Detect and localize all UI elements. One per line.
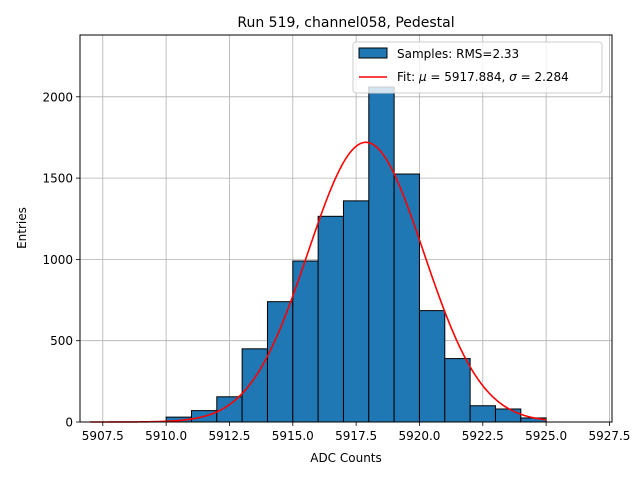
- legend-fit-prefix: Fit:: [397, 70, 419, 84]
- histogram-bar: [494, 408, 522, 423]
- histogram-bar: [368, 86, 395, 423]
- histogram-bar: [266, 301, 294, 423]
- x-tick-label: 5927.5: [588, 429, 630, 443]
- x-axis-label: ADC Counts: [310, 451, 382, 465]
- gaussian-fit-line: [90, 141, 547, 423]
- legend-fit-label: Fit: μ = 5917.884, σ = 2.284: [397, 70, 569, 84]
- y-axis-label: Entries: [15, 207, 29, 249]
- x-tick-label: 5910.0: [145, 429, 187, 443]
- x-tick-label: 5907.5: [82, 429, 124, 443]
- x-tick-label: 5912.5: [208, 429, 250, 443]
- chart-title: Run 519, channel058, Pedestal: [237, 15, 454, 31]
- histogram-bar: [444, 358, 471, 423]
- x-tick-label: 5915.0: [272, 429, 314, 443]
- x-tick-label: 5917.5: [335, 429, 377, 443]
- axes-frame: [79, 34, 613, 423]
- x-tick-label: 5925.0: [525, 429, 567, 443]
- fit-curve-group: [90, 141, 547, 423]
- histogram-bar: [469, 405, 496, 423]
- legend-samples-label: Samples: RMS=2.33: [397, 47, 519, 61]
- legend-fit-sigma-value: = 2.284: [517, 70, 569, 84]
- histogram-bar: [317, 215, 344, 423]
- histogram-bar: [342, 200, 370, 423]
- x-tick-label: 5922.5: [462, 429, 504, 443]
- histogram-bar: [418, 310, 446, 423]
- legend-samples-swatch: [358, 47, 388, 59]
- histogram-bar: [393, 173, 420, 423]
- y-tick-label: 2000: [42, 90, 73, 104]
- plot-area: [79, 34, 613, 423]
- x-axis-ticks: 5907.5 5910.0 5912.5 5915.0 5917.5 5920.0 5922…: [82, 422, 630, 443]
- y-tick-label: 0: [65, 416, 73, 430]
- y-tick-label: 500: [50, 334, 73, 348]
- legend-fit-sigma-symbol: σ: [509, 70, 517, 84]
- histogram-bar: [241, 348, 268, 423]
- legend-fit-mu-value: = 5917.884,: [427, 70, 510, 84]
- legend: Samples: RMS=2.33 Fit: μ = 5917.884, σ =…: [352, 41, 603, 94]
- y-tick-label: 1500: [42, 172, 73, 186]
- y-axis-ticks: 0 500 1000 1500 2000: [42, 90, 80, 430]
- legend-fit-mu-symbol: μ: [418, 70, 427, 84]
- legend-box: [352, 41, 603, 94]
- histogram-bar: [292, 260, 319, 423]
- y-tick-label: 1000: [42, 253, 73, 267]
- x-tick-label: 5920.0: [398, 429, 440, 443]
